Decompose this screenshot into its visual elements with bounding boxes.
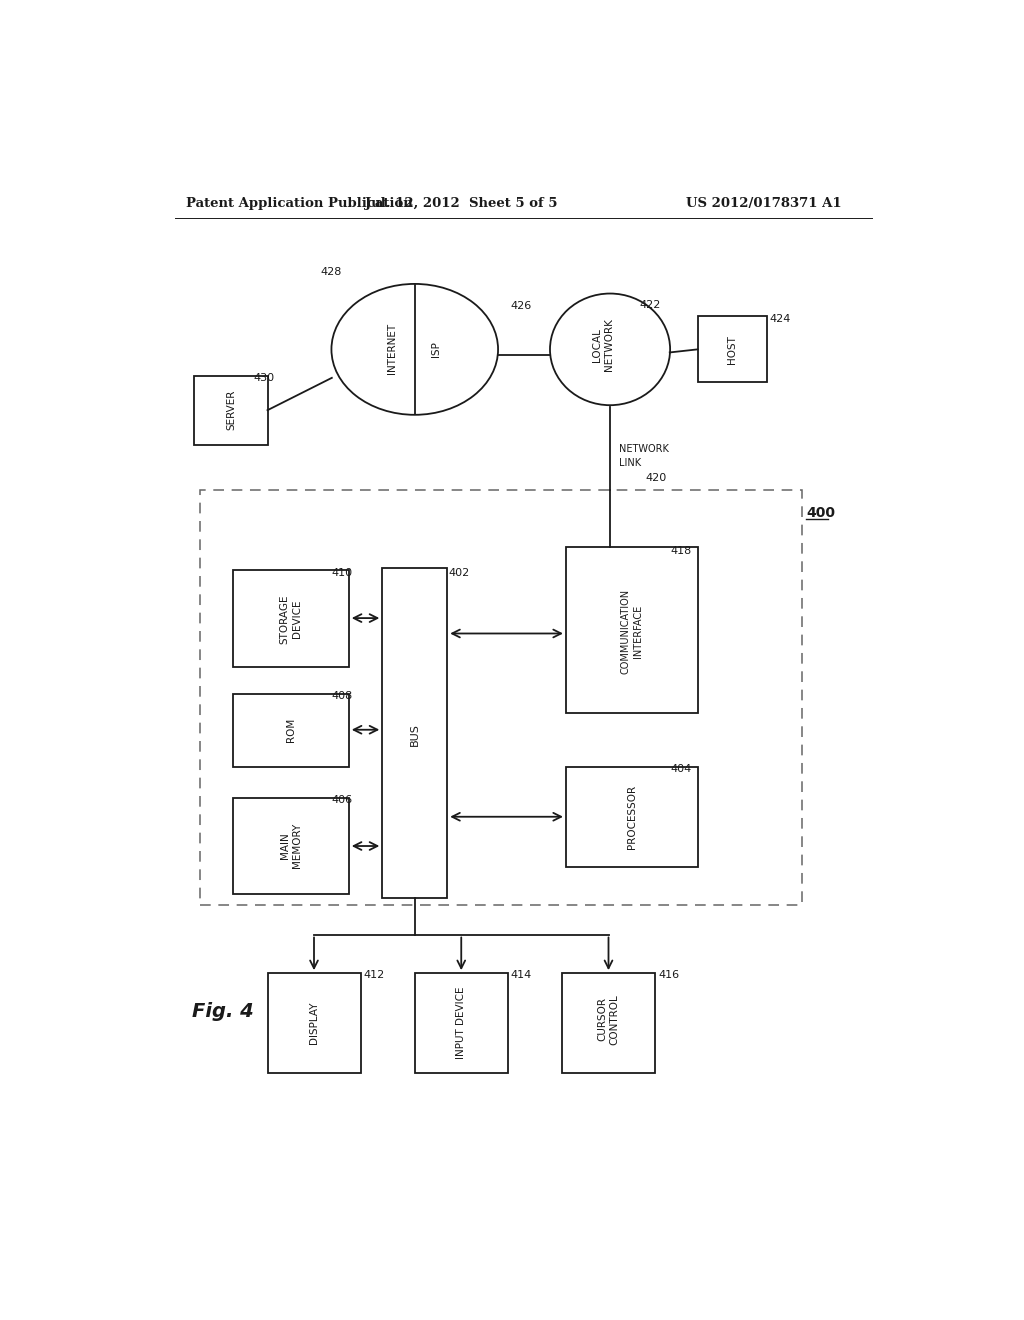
Text: STORAGE
DEVICE: STORAGE DEVICE bbox=[280, 594, 302, 644]
Text: DISPLAY: DISPLAY bbox=[309, 1001, 319, 1044]
Text: 420: 420 bbox=[646, 473, 667, 483]
Text: PROCESSOR: PROCESSOR bbox=[627, 784, 637, 849]
Text: INPUT DEVICE: INPUT DEVICE bbox=[457, 986, 466, 1059]
Text: Patent Application Publication: Patent Application Publication bbox=[186, 197, 413, 210]
Text: 402: 402 bbox=[449, 568, 470, 578]
Text: LINK: LINK bbox=[620, 458, 641, 467]
Text: CURSOR
CONTROL: CURSOR CONTROL bbox=[597, 994, 620, 1044]
Text: 422: 422 bbox=[640, 300, 660, 310]
Text: 426: 426 bbox=[510, 301, 531, 312]
Text: BUS: BUS bbox=[410, 723, 420, 746]
Text: COMMUNICATION
INTERFACE: COMMUNICATION INTERFACE bbox=[621, 589, 643, 673]
Text: SERVER: SERVER bbox=[226, 389, 237, 430]
Text: 414: 414 bbox=[511, 970, 532, 979]
Text: HOST: HOST bbox=[727, 335, 737, 364]
Text: 430: 430 bbox=[254, 372, 274, 383]
Text: 428: 428 bbox=[321, 268, 342, 277]
Text: NETWORK: NETWORK bbox=[620, 445, 670, 454]
Text: 404: 404 bbox=[671, 764, 692, 774]
Text: Fig. 4: Fig. 4 bbox=[191, 1002, 253, 1022]
Text: MAIN
MEMORY: MAIN MEMORY bbox=[280, 822, 302, 867]
Text: 406: 406 bbox=[331, 795, 352, 805]
Text: 418: 418 bbox=[671, 546, 692, 556]
Text: 412: 412 bbox=[364, 970, 385, 979]
Text: Jul. 12, 2012  Sheet 5 of 5: Jul. 12, 2012 Sheet 5 of 5 bbox=[365, 197, 557, 210]
Text: 424: 424 bbox=[770, 314, 792, 323]
Text: LOCAL
NETWORK: LOCAL NETWORK bbox=[592, 318, 614, 371]
Text: 416: 416 bbox=[658, 970, 679, 979]
Text: ISP: ISP bbox=[431, 341, 441, 356]
Text: US 2012/0178371 A1: US 2012/0178371 A1 bbox=[686, 197, 842, 210]
Text: 410: 410 bbox=[331, 568, 352, 578]
Text: 408: 408 bbox=[331, 690, 352, 701]
Text: 400: 400 bbox=[806, 506, 836, 520]
Text: INTERNET: INTERNET bbox=[386, 323, 396, 374]
Text: ROM: ROM bbox=[286, 718, 296, 742]
